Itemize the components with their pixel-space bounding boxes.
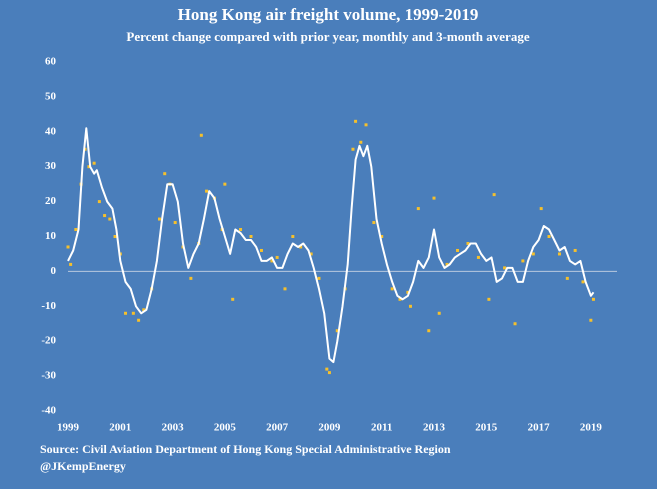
monthly-point (445, 262, 449, 266)
monthly-point (131, 311, 135, 315)
monthly-point (173, 221, 177, 225)
y-tick-label: -20 (41, 335, 56, 347)
monthly-point (275, 255, 279, 259)
monthly-point (427, 329, 431, 333)
monthly-point (466, 241, 470, 245)
monthly-point (325, 367, 329, 371)
y-tick-label: -10 (41, 300, 56, 312)
monthly-point (354, 119, 358, 123)
y-tick-label: 30 (45, 160, 57, 172)
monthly-point (573, 248, 577, 252)
monthly-point (69, 262, 73, 266)
y-tick-label: 10 (45, 230, 57, 242)
monthly-point (521, 259, 525, 263)
monthly-point (398, 297, 402, 301)
monthly-point (163, 172, 167, 176)
y-tick-label: 60 (45, 56, 57, 68)
monthly-point (270, 259, 274, 263)
monthly-point (547, 235, 551, 238)
monthly-point (327, 371, 331, 375)
monthly-point (283, 287, 287, 291)
monthly-point (565, 276, 569, 280)
x-tick-label: 2019 (580, 422, 603, 434)
monthly-point (189, 276, 193, 280)
x-tick-label: 2007 (266, 422, 289, 434)
monthly-point (390, 287, 394, 291)
x-tick-label: 1999 (57, 422, 80, 434)
monthly-point (249, 235, 253, 238)
monthly-point (476, 255, 480, 259)
monthly-point (113, 235, 117, 238)
y-tick-label: 50 (45, 90, 57, 102)
monthly-point (74, 228, 78, 232)
monthly-point (432, 196, 436, 200)
monthly-point (581, 280, 585, 284)
x-tick-label: 2017 (528, 422, 551, 434)
monthly-point (223, 182, 227, 186)
x-tick-label: 2013 (423, 422, 446, 434)
x-tick-label: 2001 (109, 422, 131, 434)
monthly-point (124, 311, 128, 315)
monthly-point (372, 221, 376, 225)
monthly-point (408, 304, 412, 308)
monthly-point (199, 133, 203, 137)
monthly-point (531, 252, 535, 256)
monthly-point (589, 318, 593, 322)
monthly-point (97, 200, 101, 204)
y-tick-label: 40 (45, 125, 57, 137)
x-tick-label: 2005 (214, 422, 237, 434)
monthly-point (158, 217, 161, 221)
y-tick-label: 20 (45, 195, 57, 207)
monthly-point (291, 235, 295, 238)
monthly-point (416, 207, 420, 211)
source-note: Source: Civil Aviation Department of Hon… (40, 442, 451, 456)
credit: @JKempEnergy (40, 459, 126, 473)
monthly-point (456, 248, 460, 252)
x-tick-label: 2011 (371, 422, 392, 434)
monthly-point (380, 235, 384, 238)
monthly-point (513, 322, 517, 326)
x-tick-label: 2015 (475, 422, 498, 434)
chart-title: Hong Kong air freight volume, 1999-2019 (178, 5, 479, 24)
monthly-point (539, 207, 543, 211)
monthly-point (557, 252, 561, 256)
monthly-point (335, 329, 339, 333)
monthly-point (359, 140, 363, 144)
monthly-point (351, 147, 355, 151)
monthly-point (239, 228, 243, 232)
average-line (67, 127, 595, 364)
monthly-point (259, 248, 263, 252)
monthly-point (437, 311, 441, 315)
monthly-point (92, 161, 96, 165)
monthly-point (503, 266, 507, 270)
y-tick-label: 0 (51, 265, 57, 277)
monthly-point (299, 245, 303, 249)
x-tick-label: 2009 (318, 422, 341, 434)
monthly-point (317, 276, 321, 280)
monthly-point (487, 297, 491, 301)
monthly-point (492, 193, 496, 197)
chart-subtitle: Percent change compared with prior year,… (126, 29, 529, 44)
monthly-point (591, 297, 595, 301)
monthly-point (364, 123, 368, 127)
monthly-point (103, 214, 107, 218)
monthly-point (406, 290, 410, 294)
monthly-point (87, 165, 91, 169)
monthly-point (309, 252, 313, 256)
y-tick-label: -40 (41, 405, 56, 417)
monthly-point (137, 318, 141, 322)
monthly-point (142, 308, 146, 312)
monthly-point (231, 297, 235, 301)
monthly-point (108, 217, 112, 221)
x-tick-label: 2003 (162, 422, 185, 434)
y-tick-label: -30 (41, 370, 56, 382)
monthly-point (66, 245, 70, 249)
monthly-point (205, 189, 209, 193)
